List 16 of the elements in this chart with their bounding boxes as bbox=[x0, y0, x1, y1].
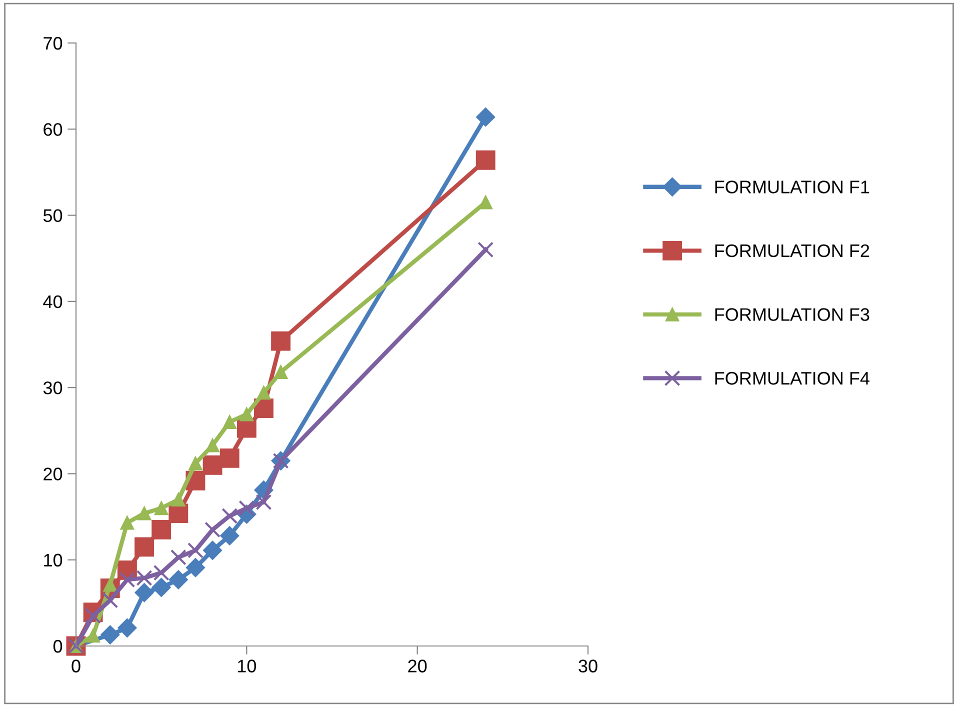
y-tick-label: 70 bbox=[44, 36, 62, 50]
y-tick-label: 10 bbox=[44, 554, 62, 567]
y-tick-label: 60 bbox=[44, 123, 62, 136]
y-tick-label: 20 bbox=[44, 468, 62, 480]
y-tick-label: 0 bbox=[53, 640, 62, 653]
legend-label: FORMULATION F2 bbox=[715, 244, 870, 258]
x-tick-label: 20 bbox=[408, 660, 427, 672]
legend-label: FORMULATION F1 bbox=[715, 180, 870, 194]
legend-label: FORMULATION F3 bbox=[715, 308, 870, 321]
x-tick-label: 10 bbox=[238, 660, 256, 672]
y-tick-label: 40 bbox=[43, 295, 62, 308]
x-tick-label: 0 bbox=[72, 660, 80, 672]
legend-label: FORMULATION F4 bbox=[715, 372, 870, 385]
x-tick-label: 30 bbox=[578, 660, 598, 672]
y-tick-label: 30 bbox=[43, 382, 62, 394]
y-tick-label: 50 bbox=[43, 209, 62, 222]
